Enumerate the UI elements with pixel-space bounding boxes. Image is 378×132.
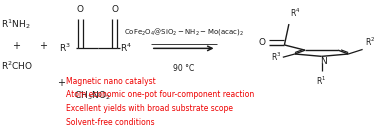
Text: O: O — [76, 5, 84, 14]
Text: $+$: $+$ — [39, 40, 48, 51]
Text: $\mathregular{CH_3NO_2}$: $\mathregular{CH_3NO_2}$ — [74, 90, 111, 102]
Text: $\mathregular{R^4}$: $\mathregular{R^4}$ — [290, 6, 300, 19]
Text: 90 °C: 90 °C — [173, 64, 194, 73]
Text: $\mathregular{R^2}$: $\mathregular{R^2}$ — [364, 36, 375, 48]
Text: $\mathregular{R^2CHO}$: $\mathregular{R^2CHO}$ — [2, 60, 34, 72]
Text: $\mathregular{R^1NH_2}$: $\mathregular{R^1NH_2}$ — [2, 17, 31, 31]
Text: $\mathregular{R^1}$: $\mathregular{R^1}$ — [316, 75, 327, 87]
Text: Solvent-free conditions: Solvent-free conditions — [67, 118, 155, 127]
Text: $\mathregular{R^3}$: $\mathregular{R^3}$ — [271, 51, 281, 63]
Text: Excellent yields with broad substrate scope: Excellent yields with broad substrate sc… — [67, 104, 233, 113]
Text: $\mathregular{R^3}$: $\mathregular{R^3}$ — [59, 42, 71, 54]
Text: $+$: $+$ — [12, 40, 21, 51]
Text: O: O — [111, 5, 118, 14]
Text: O: O — [258, 38, 265, 47]
Text: Magnetic nano catalyst: Magnetic nano catalyst — [67, 77, 156, 86]
Text: N: N — [320, 57, 327, 66]
Text: Atom economic one-pot four-component reaction: Atom economic one-pot four-component rea… — [67, 90, 255, 99]
Text: $+$: $+$ — [57, 77, 66, 88]
Text: $\mathregular{R^4}$: $\mathregular{R^4}$ — [120, 42, 132, 54]
Text: $\mathregular{CoFe_2O_4@SiO_2-NH_2-Mo(acac)_2}$: $\mathregular{CoFe_2O_4@SiO_2-NH_2-Mo(ac… — [124, 26, 244, 37]
